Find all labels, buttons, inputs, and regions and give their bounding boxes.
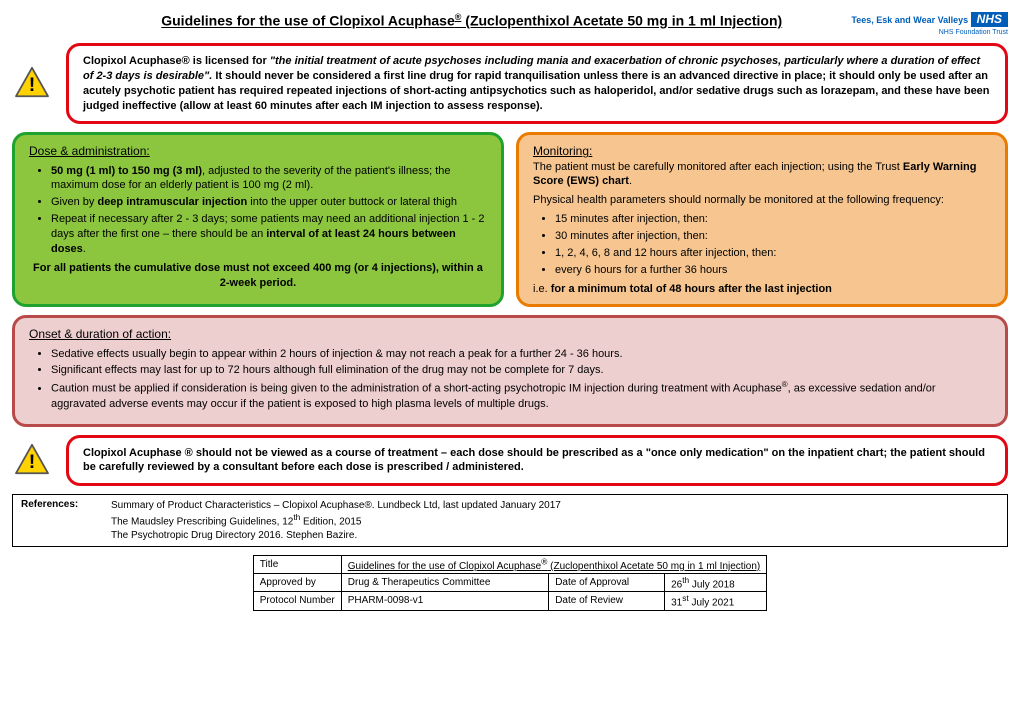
logo-trust: NHS Foundation Trust (939, 29, 1008, 36)
table-row: Title Guidelines for the use of Clopixol… (253, 555, 767, 573)
ref-line: The Psychotropic Drug Directory 2016. St… (111, 529, 561, 542)
header: Guidelines for the use of Clopixol Acuph… (12, 12, 1008, 37)
meta-date-approval-val: 26th July 2018 (665, 573, 767, 591)
meta-date-approval-label: Date of Approval (549, 573, 665, 591)
title-pre: Guidelines for the use of Clopixol Acuph… (161, 13, 455, 29)
two-column-row: Dose & administration: 50 mg (1 ml) to 1… (12, 132, 1008, 307)
warning-block-2: Clopixol Acuphase ® should not be viewed… (12, 435, 1008, 487)
licensing-box: Clopixol Acuphase® is licensed for "the … (66, 43, 1008, 124)
dose-list: 50 mg (1 ml) to 150 mg (3 ml), adjusted … (51, 164, 487, 257)
logo-org: Tees, Esk and Wear Valleys (851, 15, 968, 25)
meta-title-label: Title (253, 555, 341, 573)
onset-item: Sedative effects usually begin to appear… (51, 347, 991, 362)
monitoring-box: Monitoring: The patient must be carefull… (516, 132, 1008, 307)
monitoring-item: 1, 2, 4, 6, 8 and 12 hours after injecti… (555, 246, 991, 261)
meta-table: Title Guidelines for the use of Clopixol… (253, 555, 768, 611)
w1-lead: Clopixol Acuphase® is licensed for (83, 55, 270, 67)
warning-icon (12, 443, 52, 478)
onset-item: Significant effects may last for up to 7… (51, 363, 991, 378)
course-of-treatment-box: Clopixol Acuphase ® should not be viewed… (66, 435, 1008, 487)
meta-title-val: Guidelines for the use of Clopixol Acuph… (341, 555, 766, 573)
warning-block-1: Clopixol Acuphase® is licensed for "the … (12, 43, 1008, 124)
dose-title: Dose & administration: (29, 143, 487, 159)
references-box: References: Summary of Product Character… (12, 494, 1008, 546)
refs-label: References: (21, 499, 111, 541)
ref-line: Summary of Product Characteristics – Clo… (111, 499, 561, 512)
table-row: Protocol Number PHARM-0098-v1 Date of Re… (253, 592, 767, 610)
dose-box: Dose & administration: 50 mg (1 ml) to 1… (12, 132, 504, 307)
table-row: Approved by Drug & Therapeutics Committe… (253, 573, 767, 591)
title-post: (Zuclopenthixol Acetate 50 mg in 1 ml In… (461, 13, 782, 29)
meta-date-review-val: 31st July 2021 (665, 592, 767, 610)
dose-item: Given by deep intramuscular injection in… (51, 195, 487, 210)
meta-approved-val: Drug & Therapeutics Committee (341, 573, 548, 591)
refs-content: Summary of Product Characteristics – Clo… (111, 499, 561, 541)
meta-protocol-label: Protocol Number (253, 592, 341, 610)
monitoring-item: every 6 hours for a further 36 hours (555, 263, 991, 278)
monitoring-p1: The patient must be carefully monitored … (533, 160, 991, 190)
monitoring-item: 15 minutes after injection, then: (555, 212, 991, 227)
w1-rest: It should never be considered a first li… (83, 70, 990, 112)
monitoring-p2: Physical health parameters should normal… (533, 193, 991, 208)
dose-footer: For all patients the cumulative dose mus… (29, 261, 487, 291)
monitoring-item: 30 minutes after injection, then: (555, 229, 991, 244)
monitoring-title: Monitoring: (533, 143, 991, 159)
ref-line: The Maudsley Prescribing Guidelines, 12t… (111, 512, 561, 528)
dose-item: 50 mg (1 ml) to 150 mg (3 ml), adjusted … (51, 164, 487, 194)
monitoring-footer: i.e. for a minimum total of 48 hours aft… (533, 282, 991, 297)
onset-list: Sedative effects usually begin to appear… (51, 347, 991, 412)
onset-item: Caution must be applied if consideration… (51, 380, 991, 411)
meta-protocol-val: PHARM-0098-v1 (341, 592, 548, 610)
page-title: Guidelines for the use of Clopixol Acuph… (12, 12, 851, 29)
nhs-badge: NHS (971, 12, 1008, 27)
warning-icon (12, 66, 52, 101)
onset-box: Onset & duration of action: Sedative eff… (12, 315, 1008, 426)
onset-title: Onset & duration of action: (29, 326, 991, 342)
monitoring-list: 15 minutes after injection, then: 30 min… (555, 212, 991, 277)
meta-approved-label: Approved by (253, 573, 341, 591)
dose-item: Repeat if necessary after 2 - 3 days; so… (51, 212, 487, 257)
nhs-logo: Tees, Esk and Wear Valleys NHS NHS Found… (851, 12, 1008, 37)
meta-date-review-label: Date of Review (549, 592, 665, 610)
